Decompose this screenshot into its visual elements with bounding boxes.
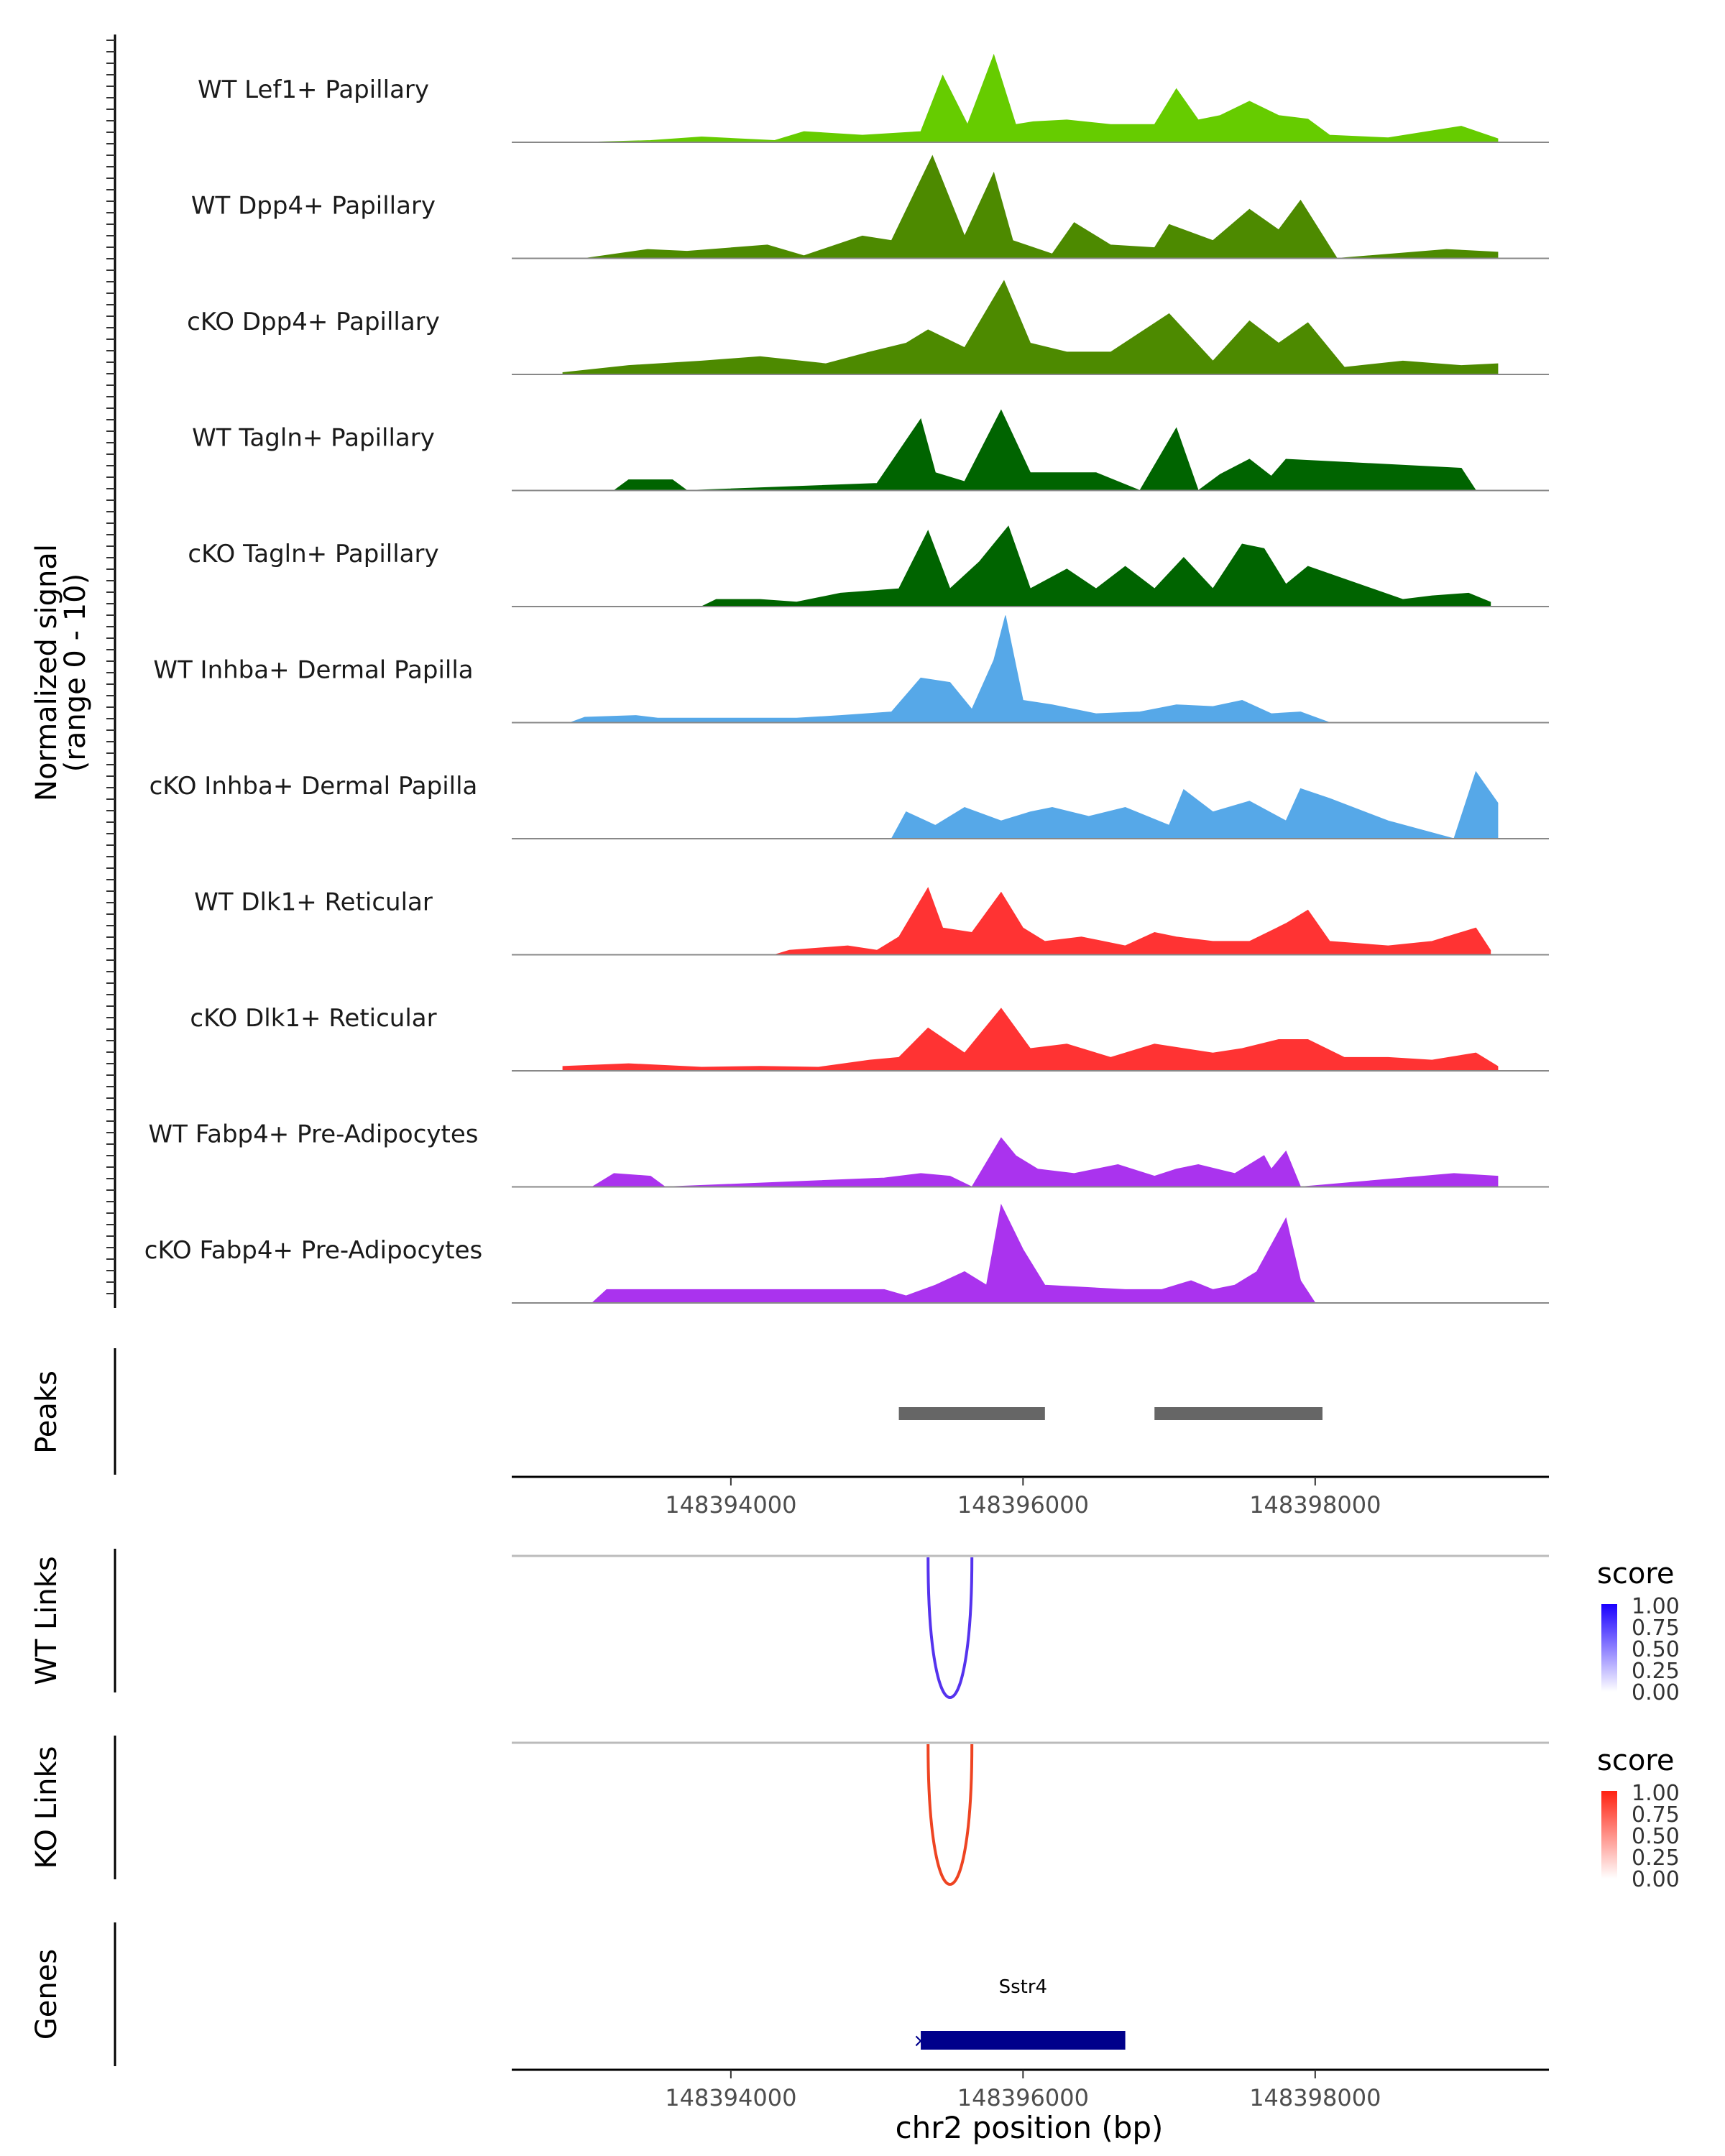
track-9: cKO Dlk1+ Reticular bbox=[190, 1004, 1549, 1072]
x-axis-ticks-top: 148394000 148396000 148398000 bbox=[665, 1477, 1381, 1519]
track-3: cKO Dpp4+ Papillary bbox=[187, 280, 1549, 375]
peaks-label: Peaks bbox=[30, 1370, 63, 1454]
wt-legend-colorbar bbox=[1601, 1604, 1617, 1692]
track-9-area bbox=[562, 1008, 1499, 1072]
ko-legend-tick-1: 1.00 bbox=[1632, 1781, 1680, 1806]
x-tick-label-1: 148394000 bbox=[665, 2084, 796, 2111]
signal-y-ticks bbox=[106, 40, 115, 1294]
track-5-area bbox=[701, 525, 1491, 607]
peak-bars bbox=[898, 1407, 1322, 1420]
ko-legend-tick-5: 0.00 bbox=[1632, 1867, 1680, 1892]
x-tick-label-1: 148394000 bbox=[665, 1491, 796, 1519]
track-6-area bbox=[570, 615, 1330, 723]
track-7-area bbox=[891, 770, 1499, 839]
track-10-area bbox=[591, 1137, 1499, 1188]
track-2: WT Dpp4+ Papillary bbox=[191, 155, 1549, 259]
wt-legend-tick-1: 1.00 bbox=[1632, 1594, 1680, 1619]
peak-bar-2 bbox=[1154, 1407, 1322, 1420]
ko-score-legend: score 1.00 0.75 0.50 0.25 0.00 bbox=[1597, 1744, 1680, 1892]
ko-legend-colorbar bbox=[1601, 1791, 1617, 1879]
track-8: WT Dlk1+ Reticular bbox=[194, 887, 1549, 956]
track-4-area bbox=[612, 409, 1477, 492]
wt-legend-title: score bbox=[1597, 1557, 1674, 1590]
x-tick-label-2: 148396000 bbox=[957, 1491, 1089, 1519]
track-5: cKO Tagln+ Papillary bbox=[188, 525, 1549, 607]
wt-legend-tick-3: 0.50 bbox=[1632, 1637, 1680, 1662]
track-10-label: WT Fabp4+ Pre-Adipocytes bbox=[149, 1120, 479, 1149]
wt-legend-tick-4: 0.25 bbox=[1632, 1659, 1680, 1684]
track-5-label: cKO Tagln+ Papillary bbox=[188, 540, 438, 568]
wt-legend-tick-2: 0.75 bbox=[1632, 1616, 1680, 1641]
ko-link-arc bbox=[926, 1743, 974, 1886]
gene-strand-marker: × bbox=[913, 2030, 929, 2052]
peaks-panel: Peaks 148394000 148396000 148398000 bbox=[30, 1348, 1549, 1519]
track-6: WT Inhba+ Dermal Papilla bbox=[153, 615, 1549, 724]
track-3-area bbox=[562, 280, 1499, 375]
ko-legend-title: score bbox=[1597, 1744, 1674, 1777]
track-9-label: cKO Dlk1+ Reticular bbox=[190, 1004, 436, 1033]
track-7: cKO Inhba+ Dermal Papilla bbox=[150, 770, 1549, 839]
signal-tracks: WT Lef1+ Papillary WT Dpp4+ Papillary cKO … bbox=[144, 53, 1549, 1304]
track-8-area bbox=[774, 887, 1491, 955]
genes-panel: Genes Sstr4 × 148394000 148396000 14839800… bbox=[30, 1922, 1549, 2145]
peak-bar-1 bbox=[898, 1407, 1045, 1420]
wt-links-label: WT Links bbox=[30, 1556, 63, 1685]
x-tick-label-2: 148396000 bbox=[957, 2084, 1089, 2111]
track-1-area bbox=[584, 53, 1499, 143]
x-tick-label-3: 148398000 bbox=[1249, 1491, 1381, 1519]
track-8-label: WT Dlk1+ Reticular bbox=[194, 888, 433, 917]
track-4: WT Tagln+ Papillary bbox=[192, 409, 1549, 492]
track-3-label: cKO Dpp4+ Papillary bbox=[187, 308, 440, 336]
ko-links-panel: KO Links score 1.00 0.75 0.50 0.25 0.00 bbox=[30, 1736, 1680, 1892]
track-2-label: WT Dpp4+ Papillary bbox=[191, 192, 436, 221]
x-axis-ticks-bottom: 148394000 148396000 148398000 bbox=[665, 2070, 1381, 2111]
track-4-label: WT Tagln+ Papillary bbox=[192, 424, 435, 453]
track-7-label: cKO Inhba+ Dermal Papilla bbox=[150, 772, 478, 801]
track-6-label: WT Inhba+ Dermal Papilla bbox=[153, 656, 473, 685]
ko-legend-tick-4: 0.25 bbox=[1632, 1846, 1680, 1871]
signal-y-label-line1: Normalized signal bbox=[30, 544, 63, 801]
genes-label: Genes bbox=[30, 1949, 63, 2040]
track-11-area bbox=[591, 1203, 1316, 1304]
track-11-label: cKO Fabp4+ Pre-Adipocytes bbox=[144, 1236, 483, 1265]
track-11: cKO Fabp4+ Pre-Adipocytes bbox=[144, 1203, 1549, 1304]
signal-y-label-line2: (range 0 - 10) bbox=[59, 573, 92, 772]
gene-body bbox=[921, 2031, 1126, 2050]
x-axis-label: chr2 position (bp) bbox=[896, 2110, 1164, 2145]
x-tick-label-3: 148398000 bbox=[1249, 2084, 1381, 2111]
wt-score-legend: score 1.00 0.75 0.50 0.25 0.00 bbox=[1597, 1557, 1680, 1705]
ko-legend-tick-2: 0.75 bbox=[1632, 1802, 1680, 1828]
ko-links-label: KO Links bbox=[30, 1746, 63, 1869]
ko-legend-tick-3: 0.50 bbox=[1632, 1824, 1680, 1849]
track-1-label: WT Lef1+ Papillary bbox=[198, 75, 429, 104]
wt-links-panel: WT Links score 1.00 0.75 0.50 0.25 0.00 bbox=[30, 1549, 1680, 1705]
gene-name-label: Sstr4 bbox=[999, 1976, 1047, 1998]
track-1: WT Lef1+ Papillary bbox=[198, 53, 1549, 143]
track-10: WT Fabp4+ Pre-Adipocytes bbox=[149, 1120, 1549, 1188]
signal-panel: Normalized signal (range 0 - 10) WT Lef1… bbox=[30, 34, 1549, 1308]
wt-legend-tick-5: 0.00 bbox=[1632, 1680, 1680, 1705]
wt-link-arc bbox=[926, 1557, 974, 1699]
track-2-area bbox=[584, 155, 1499, 259]
